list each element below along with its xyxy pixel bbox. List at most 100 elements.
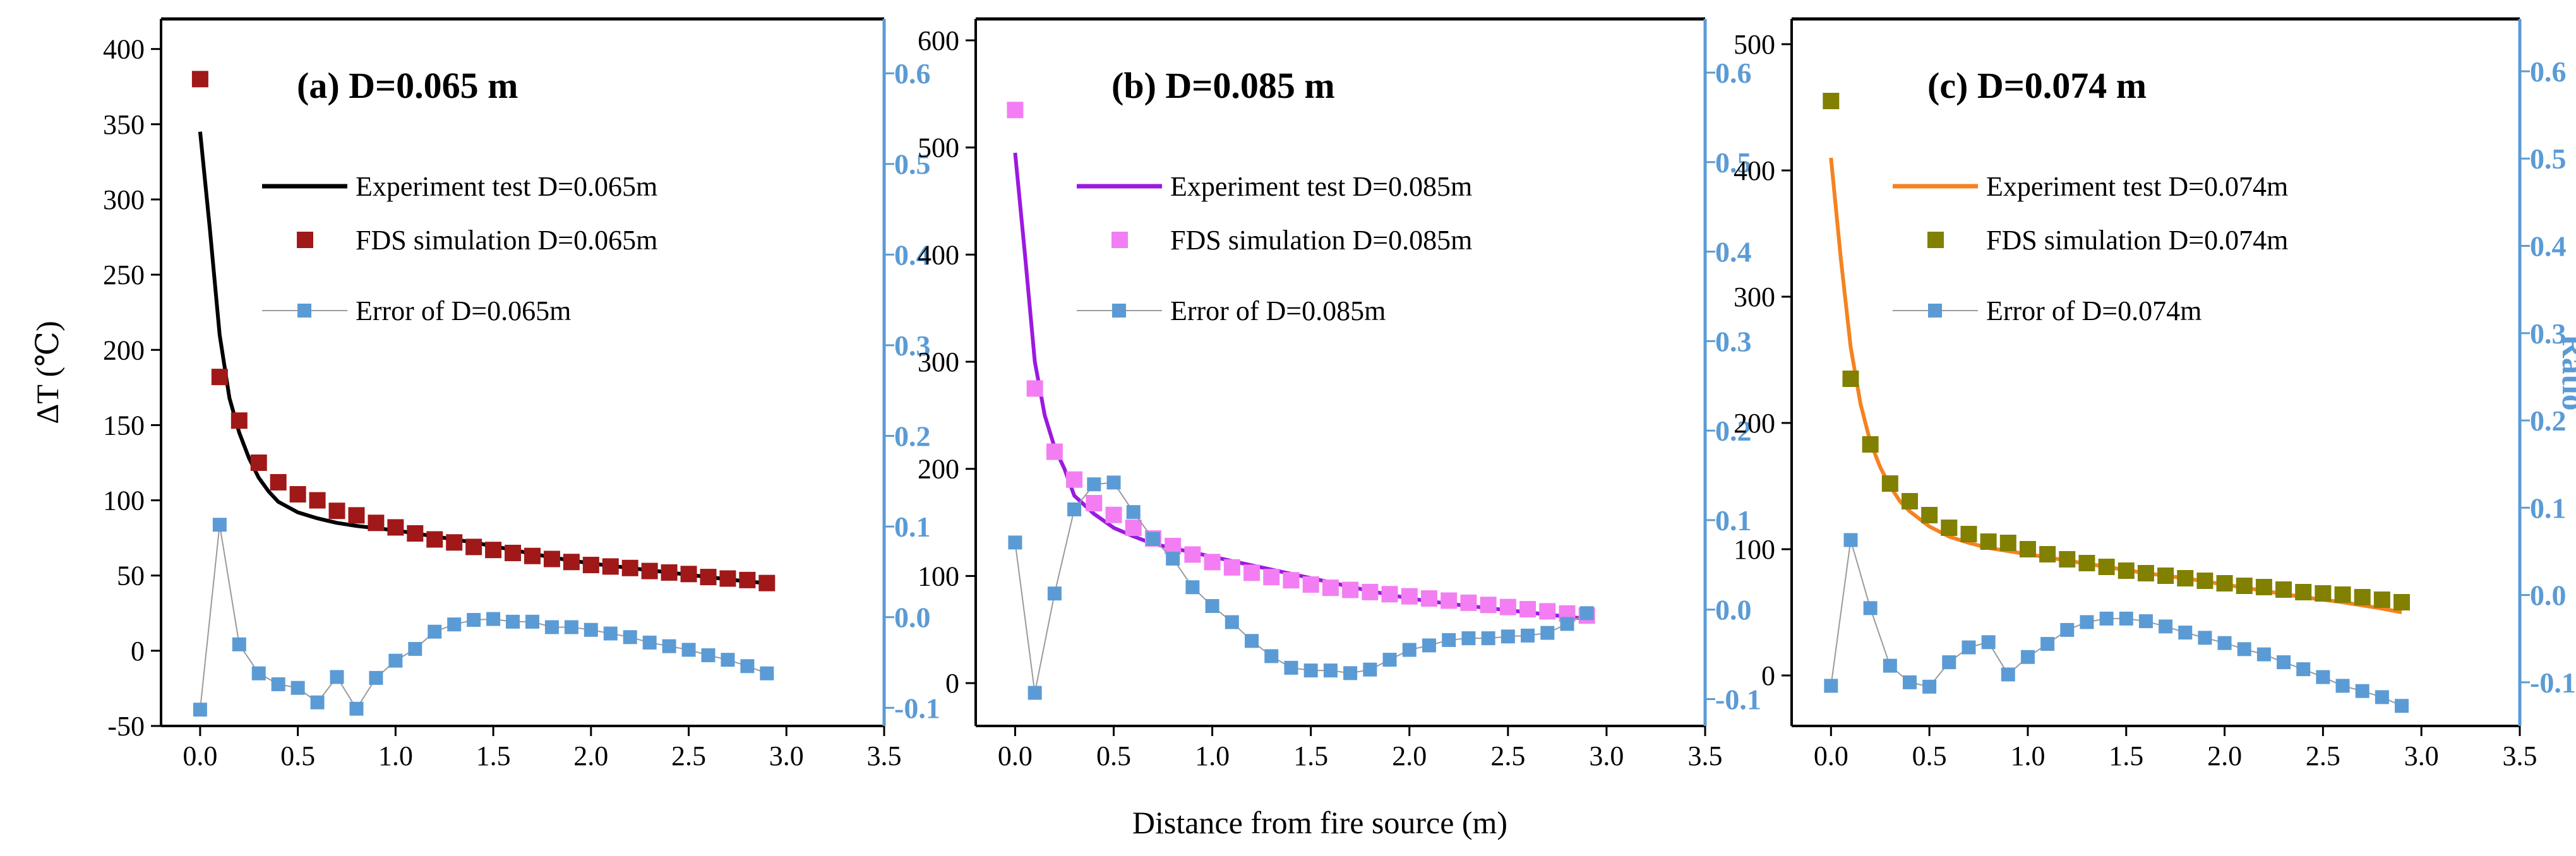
- error-point: [2099, 611, 2114, 626]
- error-point: [1402, 643, 1417, 657]
- left-y-tick-label: 0: [1761, 660, 1775, 691]
- fds-point: [739, 571, 756, 588]
- fds-point: [1263, 569, 1280, 586]
- fds-point: [661, 564, 678, 581]
- fds-point: [1283, 572, 1300, 589]
- error-point: [760, 666, 774, 681]
- fds-point: [465, 538, 482, 556]
- fds-point: [485, 542, 502, 559]
- error-point: [1264, 649, 1279, 663]
- error-point: [291, 681, 305, 695]
- error-point: [212, 518, 227, 532]
- error-point: [2080, 615, 2094, 629]
- error-point: [1883, 658, 1897, 673]
- right-y-tick-label: -0.1: [894, 692, 940, 724]
- left-axis-label: ΔT (℃): [30, 321, 65, 424]
- left-y-tick-label: 200: [918, 454, 959, 485]
- error-point: [271, 677, 285, 691]
- legend-fds-label: FDS simulation D=0.065m: [356, 225, 657, 256]
- fds-point: [1381, 586, 1398, 603]
- right-y-tick-label: 0.3: [2530, 318, 2567, 350]
- fds-point: [2039, 546, 2056, 562]
- left-y-tick-label: 400: [918, 239, 959, 270]
- right-y-tick-label: 0.4: [2530, 230, 2567, 263]
- right-y-tick-label: 0.5: [1715, 146, 1752, 179]
- error-point: [1303, 663, 1318, 678]
- right-y-tick-label: 0.0: [894, 602, 931, 634]
- error-point: [2316, 670, 2330, 684]
- right-y-tick-label: 0.6: [2530, 56, 2567, 88]
- error-point: [2159, 619, 2173, 634]
- fds-point: [758, 574, 776, 591]
- error-point: [642, 635, 657, 650]
- error-point: [623, 630, 637, 645]
- left-y-tick-label: 300: [1734, 282, 1775, 312]
- left-y-tick-label: 50: [117, 561, 145, 591]
- error-point: [584, 622, 598, 637]
- error-point: [1047, 586, 1062, 601]
- error-point: [2296, 662, 2311, 677]
- x-tick-label: 0.5: [1096, 740, 1131, 771]
- error-point: [1363, 662, 1377, 677]
- fds-point: [348, 507, 365, 524]
- fds-point: [1460, 594, 1477, 611]
- left-y-tick-label: 200: [1734, 408, 1775, 439]
- legend-fds-swatch: [1111, 232, 1128, 248]
- error-point: [486, 612, 501, 626]
- fds-point: [2196, 573, 2214, 589]
- left-y-tick-label: 0: [945, 668, 959, 699]
- left-y-tick-label: 350: [103, 109, 145, 140]
- x-tick-label: 3.0: [2404, 740, 2439, 771]
- x-tick-label: 2.5: [671, 740, 706, 771]
- fds-point: [1046, 443, 1063, 460]
- error-point: [2138, 614, 2153, 629]
- fds-point: [621, 559, 638, 576]
- error-point: [1225, 615, 1239, 629]
- x-tick-label: 0.0: [1814, 740, 1848, 771]
- fds-point: [2354, 589, 2371, 605]
- left-y-tick-label: 500: [918, 133, 959, 163]
- fds-point: [2393, 594, 2411, 610]
- left-y-tick-label: 600: [918, 25, 959, 56]
- legend-error-swatch: [1112, 304, 1126, 318]
- error-point: [467, 613, 481, 627]
- legend-fds-swatch: [297, 232, 313, 248]
- fds-point: [2118, 562, 2135, 579]
- error-point: [1481, 631, 1495, 646]
- fds-point: [680, 566, 697, 583]
- error-point: [1382, 653, 1397, 667]
- fds-point: [2373, 591, 2390, 608]
- right-y-tick-label: 0.2: [2530, 405, 2567, 437]
- right-axis-label: Ratio: [2555, 334, 2576, 410]
- error-point: [388, 653, 403, 668]
- fds-point: [368, 514, 385, 532]
- error-point: [1843, 533, 1858, 547]
- legend-fds-swatch: [1927, 232, 1944, 248]
- error-line: [1014, 482, 1588, 693]
- fds-point: [1921, 507, 1938, 523]
- fds-point: [2255, 579, 2272, 595]
- x-tick-label: 1.0: [2010, 740, 2045, 771]
- left-y-tick-label: 400: [103, 34, 145, 65]
- x-tick-label: 1.0: [1195, 740, 1230, 771]
- error-point: [2119, 611, 2133, 626]
- fds-point: [1420, 590, 1437, 607]
- fds-point: [1026, 380, 1043, 397]
- fds-point: [309, 492, 326, 509]
- x-tick-label: 3.5: [1688, 740, 1723, 771]
- error-point: [544, 620, 559, 634]
- error-point: [1126, 505, 1141, 520]
- chart-panel-a: 0.0 0.5 1.0 1.5 2.0 2.5 3.0 3.5 -50 0 50 100 150 200 2…: [103, 17, 940, 771]
- error-point: [1106, 475, 1121, 490]
- error-point: [1442, 633, 1456, 647]
- left-y-tick-label: 300: [918, 347, 959, 377]
- error-point: [2355, 684, 2369, 698]
- right-y-tick-label: 0.2: [894, 420, 931, 453]
- error-point: [1560, 617, 1574, 631]
- error-point: [2040, 637, 2055, 651]
- error-point: [1422, 638, 1436, 653]
- fds-point: [1322, 580, 1339, 597]
- right-y-tick-label: 0.1: [1715, 504, 1752, 537]
- error-point: [1185, 580, 1200, 595]
- right-y-tick-label: 0.2: [1715, 415, 1752, 447]
